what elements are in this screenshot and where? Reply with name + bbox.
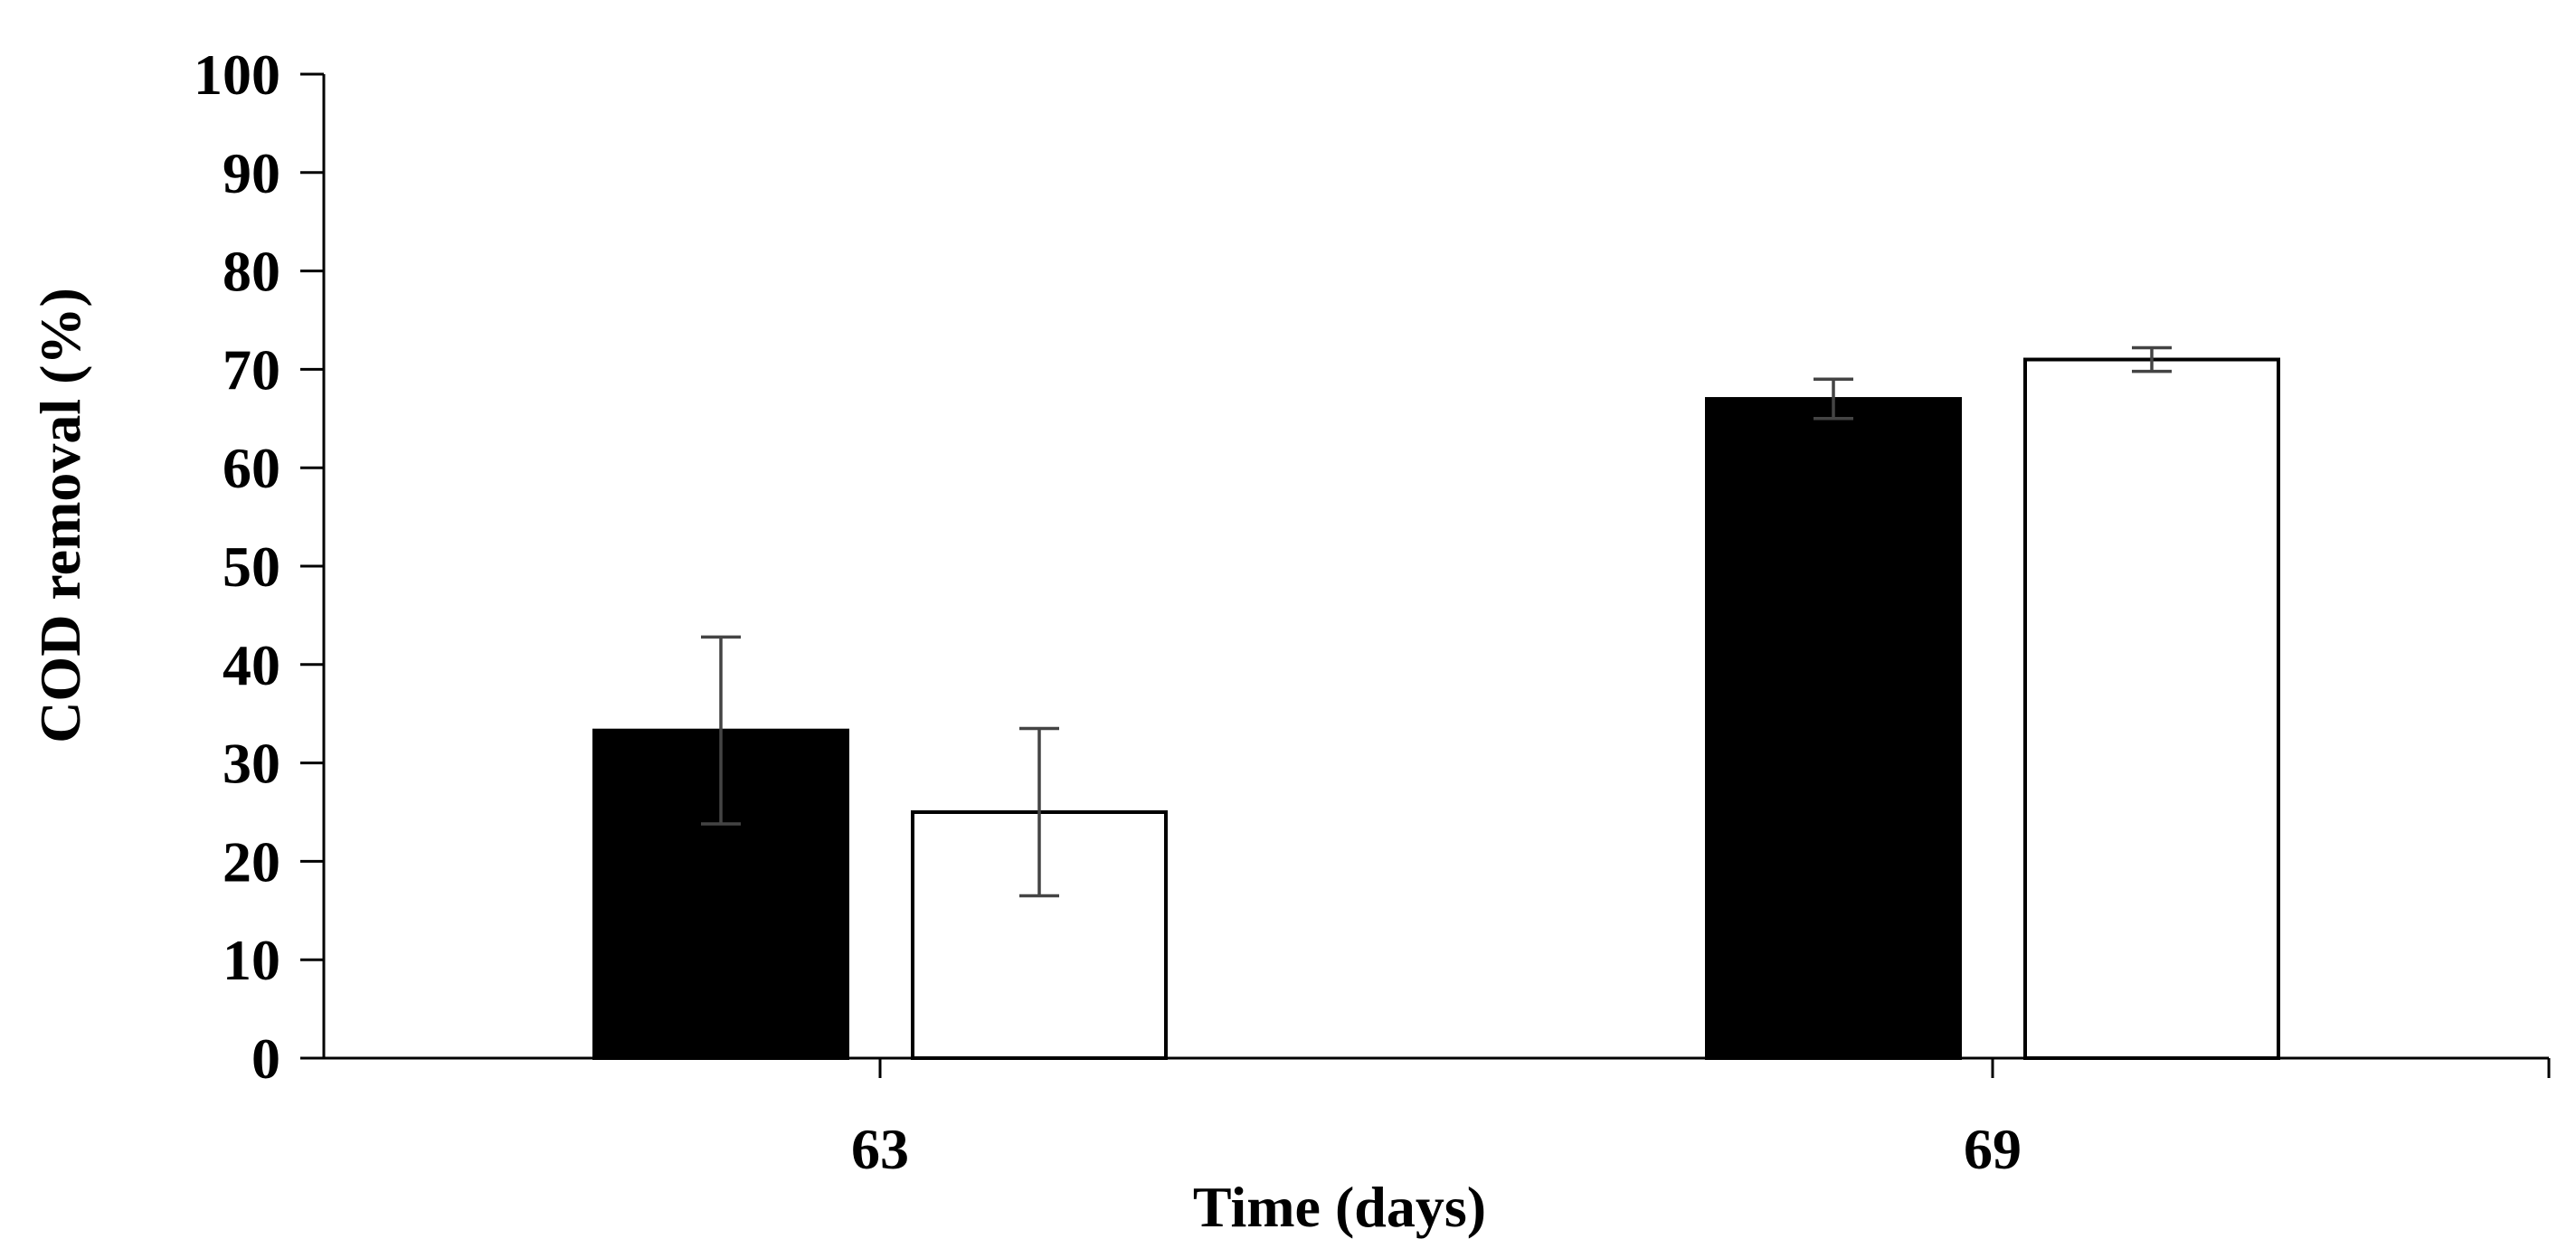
axis-labels: Time (days) COD removal (%) xyxy=(28,288,1486,1239)
y-axis-label: COD removal (%) xyxy=(28,288,92,743)
y-tick-label: 10 xyxy=(223,928,280,992)
y-tick-label: 80 xyxy=(223,240,280,304)
y-tick-label: 40 xyxy=(223,633,280,697)
x-axis-label: Time (days) xyxy=(1193,1175,1486,1239)
y-tick-label: 30 xyxy=(223,732,280,796)
y-tick-label: 60 xyxy=(223,436,280,500)
bar-69-series-2 xyxy=(2023,357,2280,1060)
bars xyxy=(592,357,2280,1061)
bar-69-series-1 xyxy=(1705,397,1962,1061)
y-tick-label: 0 xyxy=(251,1026,280,1091)
y-tick-label: 70 xyxy=(223,337,280,402)
y-tick-label: 50 xyxy=(223,534,280,599)
y-tick-label: 100 xyxy=(194,43,280,107)
y-tick-label: 90 xyxy=(223,141,280,205)
error-bars xyxy=(701,345,2172,898)
x-tick-label: 63 xyxy=(851,1117,909,1181)
axes: 0 10 20 30 40 50 60 70 80 90 100 63 69 xyxy=(194,43,2551,1181)
x-tick-label: 69 xyxy=(1964,1117,2022,1181)
y-tick-label: 20 xyxy=(223,829,280,894)
